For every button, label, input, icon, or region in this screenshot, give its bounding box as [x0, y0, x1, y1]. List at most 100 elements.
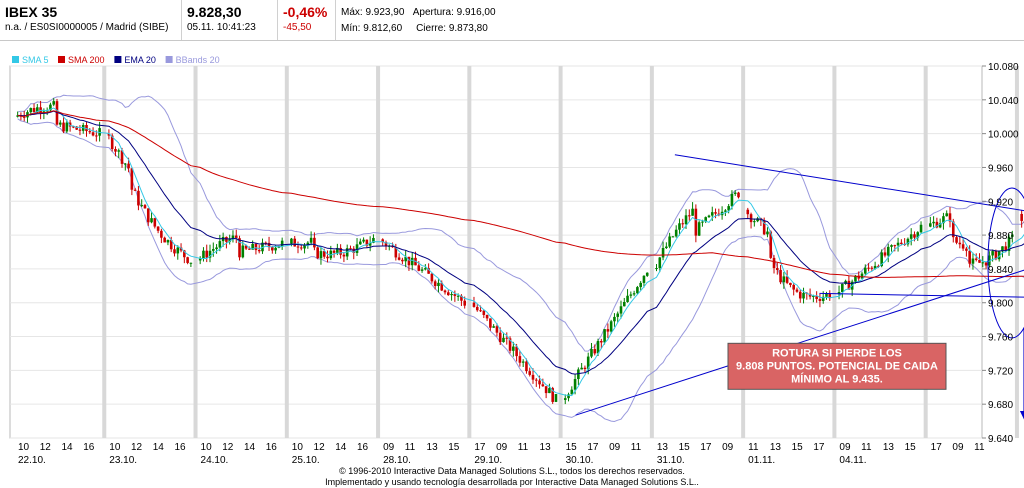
candle-down	[169, 240, 173, 250]
candle-up	[1011, 234, 1014, 237]
x-tick-label: 13	[540, 442, 552, 453]
session-separator	[741, 66, 746, 438]
candle-up	[782, 276, 786, 283]
candle-up	[228, 239, 231, 242]
x-tick-label: 13	[770, 442, 782, 453]
candle-up	[563, 398, 567, 400]
candle-down	[133, 189, 137, 191]
candle-down	[267, 242, 271, 248]
candle-up	[890, 245, 893, 247]
candle-up	[215, 247, 218, 250]
candle-down	[847, 280, 851, 290]
candle-up	[730, 193, 734, 207]
candle-down	[974, 258, 978, 260]
candle-down	[534, 379, 538, 381]
y-tick-label: 9.680	[988, 400, 1013, 411]
candle-up	[697, 222, 701, 236]
candle-up	[98, 128, 101, 136]
support-trendline	[575, 269, 1024, 416]
annotation-text-line: ROTURA SI PIERDE LOS	[772, 347, 902, 359]
candle-down	[688, 215, 691, 217]
candle-down	[88, 131, 92, 133]
annotation-box	[727, 342, 947, 390]
candle-up	[997, 251, 1001, 260]
candle-down	[293, 238, 297, 247]
x-tick-label: 16	[83, 442, 95, 453]
candle-down	[205, 250, 209, 258]
candle-up	[701, 221, 704, 223]
annotation-text-line: MÍNIMO AL 9.435.	[791, 372, 883, 385]
candle-up	[410, 257, 414, 266]
candle-down	[808, 293, 812, 297]
candle-up	[567, 394, 570, 399]
candle-down	[714, 212, 717, 214]
x-tick-label: 11	[748, 442, 759, 453]
day-label: 31.10.	[657, 455, 685, 466]
candle-down	[146, 208, 150, 223]
candle-down	[85, 124, 88, 132]
y-tick-label: 9.640	[988, 434, 1013, 445]
candle-up	[863, 267, 867, 274]
price-cell: 9.828,30 05.11. 10:41:23	[182, 0, 278, 40]
candle-down	[883, 252, 887, 256]
candle-down	[538, 380, 541, 385]
candle-up	[802, 292, 805, 299]
change-cell: -0,46% -45,50	[278, 0, 336, 40]
legend-label: EMA 20	[124, 55, 156, 65]
candle-up	[825, 293, 828, 297]
session-separator	[193, 66, 198, 438]
candle-up	[36, 107, 39, 112]
candle-down	[72, 126, 75, 128]
candle-down	[518, 356, 522, 363]
y-tick-label: 10.080	[988, 62, 1019, 73]
candle-down	[544, 386, 548, 394]
candle-down	[326, 256, 329, 259]
candle-down	[515, 346, 518, 357]
candle-up	[691, 208, 694, 216]
candle-down	[913, 234, 916, 238]
candle-up	[456, 295, 460, 297]
candle-down	[384, 242, 388, 247]
x-tick-label: 09	[496, 442, 508, 453]
candle-down	[935, 221, 939, 228]
candle-up	[512, 346, 515, 351]
x-tick-label: 15	[905, 442, 917, 453]
candle-up	[988, 255, 991, 266]
candle-down	[769, 231, 773, 258]
candle-down	[417, 265, 421, 271]
candle-up	[280, 240, 284, 247]
candle-up	[756, 218, 759, 222]
x-tick-label: 12	[40, 442, 52, 453]
candle-up	[707, 215, 711, 218]
legend-label: SMA 5	[22, 55, 49, 65]
candle-up	[49, 104, 52, 111]
day-label: 25.10.	[292, 455, 320, 466]
candle-up	[727, 206, 730, 211]
candle-up	[306, 242, 310, 245]
candle-up	[577, 369, 580, 380]
candle-down	[296, 246, 300, 248]
candle-up	[42, 111, 46, 113]
candle-down	[68, 122, 72, 127]
x-tick-label: 10	[201, 442, 213, 453]
candle-down	[248, 248, 251, 250]
symbol-cell: IBEX 35 n.a. / ES0SI0000005 / Madrid (SI…	[0, 0, 182, 40]
legend-label: BBands 20	[176, 55, 220, 65]
x-tick-label: 11	[405, 442, 416, 453]
x-tick-label: 17	[474, 442, 486, 453]
candle-up	[404, 256, 407, 262]
candle-up	[548, 388, 551, 394]
x-tick-label: 13	[883, 442, 895, 453]
bband-upper	[17, 94, 1024, 352]
candle-down	[968, 250, 971, 264]
min-value: Mín: 9.812,60	[341, 23, 403, 34]
candle-up	[596, 340, 600, 354]
candle-down	[238, 238, 241, 258]
candle-up	[733, 192, 737, 194]
candle-up	[26, 112, 29, 118]
day-label: 30.10.	[566, 455, 594, 466]
candle-down	[694, 208, 698, 236]
candle-down	[22, 116, 26, 118]
candle-up	[880, 252, 883, 267]
candle-up	[616, 313, 620, 317]
